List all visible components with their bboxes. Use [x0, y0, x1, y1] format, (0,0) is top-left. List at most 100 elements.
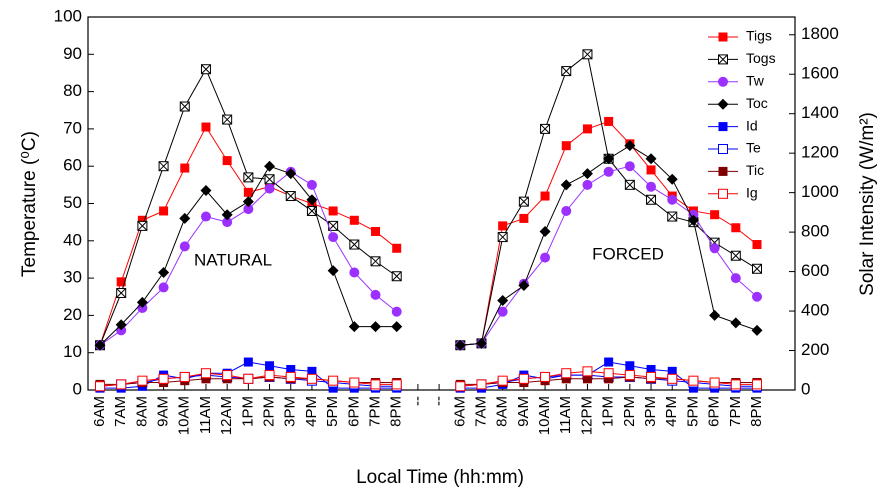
- marker: [327, 265, 339, 277]
- marker-shape: [539, 225, 551, 237]
- marker: [221, 209, 233, 221]
- marker-shape: [349, 239, 360, 250]
- marker-shape: [718, 166, 728, 176]
- y2-tick-label: 0: [801, 379, 810, 398]
- marker: [349, 239, 360, 250]
- marker: [391, 306, 402, 317]
- marker: [306, 194, 318, 206]
- marker-shape: [179, 101, 190, 112]
- legend-label: Tw: [746, 73, 765, 89]
- marker: [328, 375, 339, 386]
- marker: [604, 374, 614, 384]
- marker-shape: [604, 116, 614, 126]
- y-tick-label: 20: [63, 305, 82, 324]
- marker: [264, 183, 275, 194]
- marker-shape: [718, 32, 728, 42]
- marker-shape: [475, 337, 487, 349]
- marker-shape: [730, 273, 741, 284]
- marker: [476, 379, 487, 390]
- marker-shape: [285, 168, 297, 180]
- marker-shape: [646, 181, 657, 192]
- y2-tick-label: 1200: [801, 143, 839, 162]
- marker-shape: [709, 377, 720, 388]
- marker-shape: [497, 232, 508, 242]
- marker: [348, 321, 360, 333]
- y-tick-label: 60: [63, 156, 82, 175]
- marker: [222, 156, 232, 166]
- marker: [561, 66, 572, 77]
- marker-shape: [710, 210, 720, 220]
- marker: [688, 383, 698, 393]
- x-tick-label: --: [409, 396, 426, 406]
- marker-shape: [392, 243, 402, 253]
- marker: [201, 122, 211, 132]
- marker: [731, 223, 741, 233]
- y2-axis-title: Solar Intensity (W/m²): [857, 112, 878, 296]
- marker: [646, 181, 657, 192]
- marker: [540, 123, 551, 134]
- x-tick-label: 8PM: [388, 396, 405, 427]
- marker: [328, 206, 338, 216]
- marker: [560, 179, 572, 191]
- marker: [752, 379, 762, 390]
- marker-shape: [518, 280, 530, 292]
- marker: [95, 381, 105, 392]
- marker-shape: [95, 381, 105, 392]
- x-tick-label: 9AM: [155, 396, 172, 427]
- marker: [518, 196, 529, 207]
- marker-shape: [200, 368, 211, 379]
- marker: [582, 179, 593, 190]
- marker: [624, 140, 636, 152]
- marker-shape: [752, 291, 762, 302]
- marker-shape: [624, 140, 636, 152]
- marker: [306, 373, 317, 384]
- marker: [158, 161, 169, 172]
- marker-shape: [306, 179, 317, 190]
- marker: [730, 317, 742, 329]
- marker: [222, 114, 233, 125]
- marker-shape: [476, 379, 487, 390]
- marker: [498, 221, 508, 231]
- marker-shape: [348, 321, 360, 333]
- x-tick-label: 4PM: [663, 396, 680, 427]
- marker: [200, 64, 211, 75]
- x-tick-label: 12AM: [218, 396, 235, 435]
- marker-shape: [688, 375, 699, 386]
- x-tick-label: 3PM: [642, 396, 659, 427]
- marker-shape: [688, 383, 698, 393]
- marker-shape: [730, 250, 741, 261]
- marker-shape: [242, 196, 254, 208]
- marker-shape: [603, 166, 614, 177]
- marker-shape: [603, 153, 615, 165]
- marker-shape: [540, 124, 550, 134]
- marker: [243, 172, 254, 183]
- marker: [265, 361, 275, 371]
- marker-shape: [371, 226, 381, 236]
- marker-shape: [222, 156, 232, 166]
- legend-label: Togs: [746, 50, 776, 66]
- marker: [455, 381, 466, 392]
- marker-shape: [718, 122, 728, 132]
- y-tick-label: 30: [63, 268, 82, 287]
- marker-shape: [731, 223, 741, 233]
- y2-tick-label: 1800: [801, 24, 839, 43]
- x-tick-label: 6PM: [345, 396, 362, 427]
- marker-shape: [752, 263, 762, 274]
- marker-shape: [327, 265, 339, 277]
- marker-shape: [667, 194, 678, 205]
- marker-shape: [221, 209, 233, 221]
- marker-shape: [307, 366, 317, 376]
- marker: [709, 243, 720, 254]
- marker-shape: [349, 377, 360, 388]
- marker: [349, 267, 360, 278]
- marker: [116, 379, 127, 390]
- marker-shape: [391, 271, 402, 282]
- marker: [242, 196, 254, 208]
- marker: [94, 339, 106, 351]
- marker-shape: [243, 357, 253, 367]
- y2-tick-label: 1000: [801, 182, 839, 201]
- marker: [540, 191, 550, 201]
- marker-shape: [391, 306, 402, 317]
- marker-shape: [582, 374, 592, 384]
- x-tick-label: 7PM: [727, 396, 744, 427]
